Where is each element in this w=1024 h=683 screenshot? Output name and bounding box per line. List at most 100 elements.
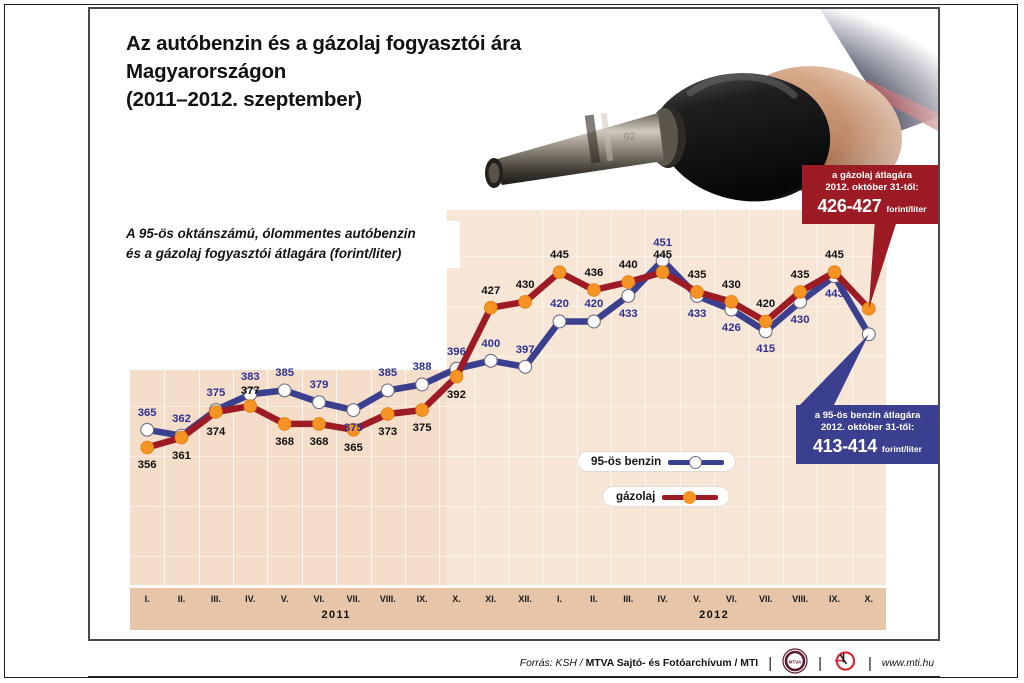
diesel-value-label: 436: [584, 266, 604, 279]
petrol-value-label: 375: [343, 422, 363, 435]
source-credit: Forrás: KSH / MTVA Sajtó- és Fotóarchívu…: [520, 658, 758, 669]
axis-tick-label: VI.: [725, 594, 737, 604]
petrol-value-label: 426: [721, 321, 741, 334]
gridline-vertical: [404, 370, 406, 585]
axis-year-label: 2012: [699, 609, 730, 621]
diesel-value-label: 377: [240, 385, 260, 398]
axis-tick-label: IX.: [416, 594, 428, 604]
source-sep-1: /: [579, 657, 583, 669]
gridline-vertical: [645, 210, 647, 585]
title-line-1: Az autóbenzin és a gázolaj fogyasztói ár…: [126, 32, 522, 55]
title-line-2: Magyarországon: [126, 60, 287, 84]
diesel-value-label: 430: [515, 278, 535, 291]
legend-item-diesel[interactable]: gázolaj: [603, 487, 730, 506]
source-suffix: MTI: [740, 657, 759, 669]
diesel-callout-line-2: 2012. október 31-től:: [825, 182, 919, 194]
petrol-value-label: 396: [447, 345, 466, 358]
axis-tick-label: VIII.: [379, 594, 396, 604]
axis-tick-label: IX.: [828, 594, 840, 604]
axis-tick-label: VIII.: [792, 594, 809, 604]
gridline-horizontal: [130, 406, 886, 407]
petrol-value-label: 433: [618, 307, 638, 320]
axis-tick-label: II.: [177, 594, 186, 604]
diesel-value-label: 440: [618, 259, 638, 272]
source-mid: MTVA Sajtó- és Fotóarchívum: [585, 657, 732, 669]
legend-label: 95-ös benzin: [591, 455, 662, 468]
petrol-callout-line-2: 2012. október 31-től:: [820, 422, 915, 434]
diesel-value-label: 356: [137, 459, 157, 472]
diesel-value-label: 373: [378, 426, 398, 438]
x-axis: I. II. III. IV. V. VI. VII. VIII. IX. X. XI. XII. I.…: [130, 588, 886, 630]
petrol-value-label: 420: [584, 298, 604, 311]
petrol-value-label: 385: [378, 367, 398, 380]
legend-swatch: [662, 490, 719, 504]
petrol-value-label: 397: [515, 343, 535, 356]
petrol-value-label: 375: [206, 387, 226, 400]
diesel-value-label: 374: [206, 426, 226, 439]
gridline-horizontal: [447, 356, 886, 357]
axis-tick-label: XI.: [485, 594, 497, 604]
diesel-value-label: 430: [721, 278, 741, 291]
legend-marker: [689, 455, 703, 469]
gridline-vertical: [198, 370, 200, 585]
diesel-callout-line-1: a gázolaj átlagára: [832, 170, 912, 181]
mtva-logo-icon: MTVA: [782, 647, 808, 679]
gridline-vertical: [301, 370, 303, 585]
infographic-card: 92 Az autóbenzin és a gázolaj fogyasztói…: [88, 7, 940, 641]
gridline-vertical: [679, 210, 681, 585]
footer-divider-3: |: [868, 654, 872, 672]
axis-year-label: 2011: [321, 609, 351, 621]
website-url: www.mti.hu: [881, 657, 934, 669]
legend-label: gázolaj: [616, 490, 656, 503]
diesel-callout-unit: forint/liter: [886, 203, 927, 214]
diesel-value-label: 445: [653, 249, 673, 262]
plot-background-upper: [447, 210, 886, 585]
gridline-vertical: [851, 210, 853, 585]
gridline-vertical: [439, 370, 441, 585]
axis-tick-label: XII.: [518, 594, 532, 604]
gridline-horizontal: [130, 456, 886, 457]
gridline-vertical: [508, 370, 509, 585]
diesel-value-label: 368: [275, 435, 295, 448]
gridline-vertical: [267, 370, 269, 585]
diesel-callout: a gázolaj átlagára 2012. október 31-től:…: [802, 165, 938, 225]
petrol-value-label: 430: [790, 313, 810, 326]
axis-tick-label: X.: [452, 594, 461, 604]
diesel-value-label: 375: [412, 422, 432, 435]
gridline-horizontal: [130, 556, 886, 557]
source-prefix: Forrás: KSH: [519, 657, 577, 669]
gridline-vertical: [473, 370, 475, 585]
axis-tick-label: IV.: [245, 594, 256, 604]
axis-tick-label: III.: [210, 594, 221, 604]
diesel-value-label: 368: [309, 435, 329, 448]
axis-tick-label: VII.: [758, 594, 773, 604]
gridline-vertical: [817, 210, 819, 585]
petrol-callout: a 95-ös benzin átlagára 2012. október 31…: [796, 405, 938, 465]
petrol-callout-unit: forint/liter: [881, 443, 923, 454]
gridline-vertical: [233, 370, 235, 585]
legend-marker: [683, 490, 697, 504]
diesel-value-label: 435: [790, 268, 810, 281]
footer-rule: [88, 676, 940, 677]
petrol-callout-line-1: a 95-ös benzin átlagára: [814, 410, 921, 421]
subtitle-line-2: és a gázolaj fogyasztói átlagára (forint…: [126, 246, 402, 262]
title-line-3: (2011–2012. szeptember): [126, 88, 362, 112]
diesel-value-label: 392: [447, 388, 466, 401]
petrol-value-label: 415: [756, 343, 776, 356]
axis-tick-label: V.: [280, 594, 289, 604]
source-sep-2: /: [734, 657, 738, 669]
petrol-value-label: 379: [309, 379, 329, 392]
legend-item-petrol[interactable]: 95-ös benzin: [578, 452, 736, 471]
footer-divider-2: |: [818, 654, 822, 672]
gridline-horizontal: [447, 306, 886, 307]
petrol-value-label: 385: [275, 367, 295, 380]
page-title: Az autóbenzin és a gázolaj fogyasztói ár…: [126, 30, 646, 114]
petrol-value-label: 388: [412, 361, 432, 374]
diesel-value-label: 361: [172, 449, 191, 462]
axis-tick-label: V.: [693, 594, 701, 604]
petrol-value-label: 451: [653, 237, 673, 250]
footer: Forrás: KSH / MTVA Sajtó- és Fotóarchívu…: [88, 647, 940, 679]
gridline-horizontal: [130, 506, 886, 507]
axis-tick-label: II.: [590, 594, 598, 604]
